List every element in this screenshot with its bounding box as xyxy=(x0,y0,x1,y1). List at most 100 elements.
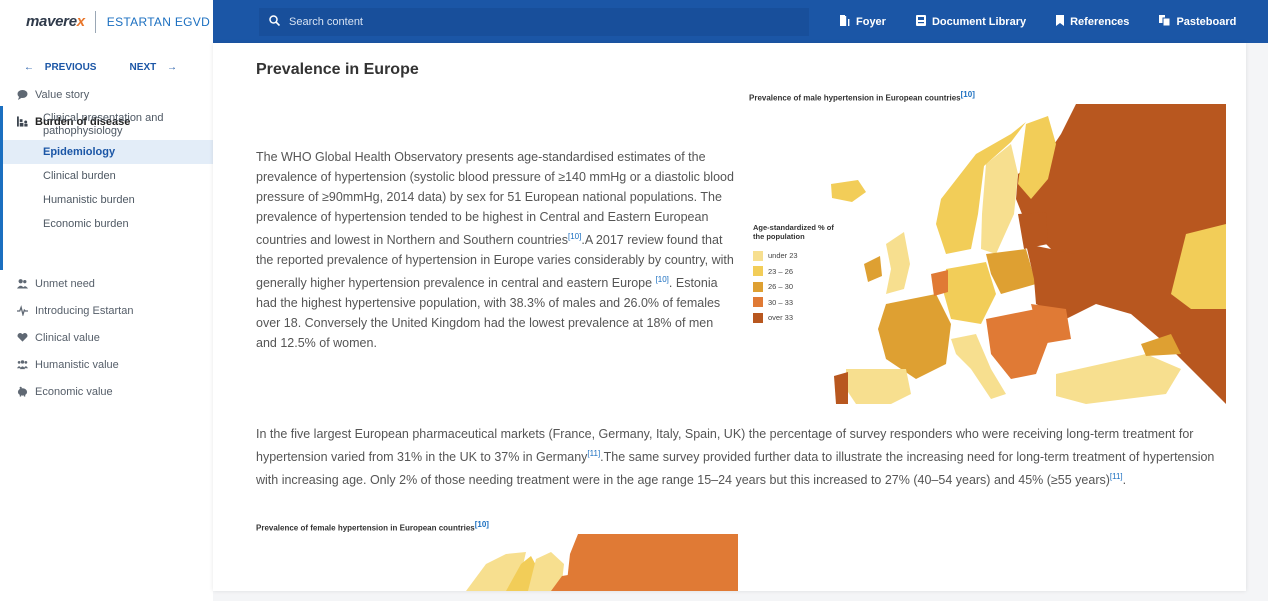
next-button[interactable]: NEXT → xyxy=(130,56,177,79)
pasteboard-icon xyxy=(1159,14,1171,29)
pulse-icon xyxy=(17,305,28,316)
map-region-norway xyxy=(936,122,1026,254)
female-map-title: Prevalence of female hypertension in Eur… xyxy=(256,520,489,533)
logo-text: maverex xyxy=(26,13,85,30)
map-region-russia xyxy=(1016,104,1226,404)
sidebar: maverex ESTARTAN EGVD ← PREVIOUS NEXT → … xyxy=(0,0,213,601)
foyer-link[interactable]: Foyer xyxy=(839,14,886,29)
pager: ← PREVIOUS NEXT → xyxy=(0,43,213,79)
map-legend: Age-standardized % of the population und… xyxy=(753,223,843,326)
top-nav: Foyer Document Library References Pasteb… xyxy=(839,14,1236,29)
female-map-title-text: Prevalence of female hypertension in Eur… xyxy=(256,523,475,533)
legend-swatch xyxy=(753,250,763,261)
sidebar-item-economic-burden[interactable]: Economic burden xyxy=(3,212,213,236)
sidebar-item-label: Clinical value xyxy=(35,331,100,344)
sidebar-item-humanistic-value[interactable]: Humanistic value xyxy=(0,351,213,378)
reference-link[interactable]: [10] xyxy=(960,90,975,99)
sidebar-item-introducing-estartan[interactable]: Introducing Estartan xyxy=(0,297,213,324)
map-region-belarus-ukraine xyxy=(1026,244,1106,319)
maverex-logo[interactable]: maverex xyxy=(26,13,85,30)
document-library-link[interactable]: Document Library xyxy=(915,14,1026,29)
references-link[interactable]: References xyxy=(1056,14,1130,29)
map-region-finland xyxy=(1018,116,1056,199)
sidebar-item-label: Humanistic value xyxy=(35,358,119,371)
market-paragraph: In the five largest European pharmaceuti… xyxy=(256,424,1230,490)
top-bar: Foyer Document Library References Pasteb… xyxy=(213,0,1268,43)
sidebar-item-label: Introducing Estartan xyxy=(35,304,134,317)
map-region-caucasus xyxy=(1141,334,1181,356)
sidebar-item-label: Humanistic burden xyxy=(43,193,135,206)
sidebar-item-humanistic-burden[interactable]: Humanistic burden xyxy=(3,188,213,212)
page-title: Prevalence in Europe xyxy=(256,61,419,78)
map-region-norway xyxy=(466,552,526,591)
legend-swatch xyxy=(753,266,763,277)
previous-button[interactable]: ← PREVIOUS xyxy=(24,56,96,79)
arrow-left-icon: ← xyxy=(24,62,34,73)
group-icon xyxy=(17,359,28,370)
map-region-finland xyxy=(528,552,564,591)
reference-link[interactable]: [11] xyxy=(1109,472,1123,482)
legend-swatch xyxy=(753,297,763,308)
male-hypertension-map xyxy=(831,104,1226,404)
sidebar-item-clinical-value[interactable]: Clinical value xyxy=(0,324,213,351)
legend-swatch xyxy=(753,281,763,292)
sidebar-item-burden-of-disease[interactable]: Burden of disease xyxy=(0,108,213,135)
sidebar-item-label: Value story xyxy=(35,88,90,101)
male-map-title-text: Prevalence of male hypertension in Europ… xyxy=(749,93,961,103)
people-icon xyxy=(17,278,28,289)
map-region-spain xyxy=(846,369,911,404)
document-icon xyxy=(915,14,926,29)
sidebar-item-value-story[interactable]: Value story xyxy=(0,81,213,108)
reference-link[interactable]: [11] xyxy=(587,449,601,458)
legend-item: 30 – 33 xyxy=(753,295,843,311)
search-box[interactable] xyxy=(259,7,809,36)
male-map-title: Prevalence of male hypertension in Europ… xyxy=(749,90,975,103)
search-input[interactable] xyxy=(289,15,769,28)
legend-item: over 33 xyxy=(753,310,843,326)
map-region-baltics xyxy=(1018,212,1048,249)
legend-item: under 23 xyxy=(753,248,843,264)
reference-link[interactable]: [10] xyxy=(655,275,669,285)
map-region-baltics xyxy=(551,574,574,591)
legend-title: Age-standardized % of the population xyxy=(753,223,834,241)
product-name: ESTARTAN EGVD xyxy=(106,14,211,29)
map-region-balkans xyxy=(986,309,1051,379)
door-icon xyxy=(839,14,850,29)
paragraph-text: The WHO Global Health Observatory presen… xyxy=(256,150,734,248)
references-label: References xyxy=(1070,15,1130,28)
pasteboard-link[interactable]: Pasteboard xyxy=(1159,14,1236,29)
map-region-iceland xyxy=(831,180,866,202)
previous-label: PREVIOUS xyxy=(44,62,97,73)
map-region-turkey xyxy=(1056,354,1181,404)
sidebar-item-label: Economic burden xyxy=(43,217,129,230)
reference-link[interactable]: [10] xyxy=(568,232,582,241)
map-region-germany xyxy=(944,262,996,324)
sub-nav: Clinical presentation and pathophysiolog… xyxy=(3,106,213,236)
reference-link[interactable]: [10] xyxy=(474,520,489,529)
sidebar-item-clinical-presentation[interactable]: Clinical presentation and pathophysiolog… xyxy=(3,106,213,140)
heart-icon xyxy=(17,332,28,343)
sidebar-item-label: Clinical presentation and pathophysiolog… xyxy=(43,111,164,137)
map-region-romania xyxy=(1031,304,1071,344)
nav-top: Value story Burden of disease xyxy=(0,81,213,135)
map-region-france xyxy=(878,294,951,379)
bookmark-icon xyxy=(1056,14,1065,29)
map-region-italy xyxy=(951,334,1006,399)
sidebar-item-clinical-burden[interactable]: Clinical burden xyxy=(3,164,213,188)
sidebar-item-epidemiology[interactable]: Epidemiology xyxy=(3,140,213,164)
chat-bubble-icon xyxy=(17,89,28,100)
legend-label: 26 – 30 xyxy=(768,282,794,292)
sidebar-item-label: Burden of disease xyxy=(35,115,131,128)
sidebar-item-economic-value[interactable]: Economic value xyxy=(0,378,213,405)
foyer-label: Foyer xyxy=(856,15,886,28)
content-card: Prevalence in Europe The WHO Global Heal… xyxy=(213,43,1246,591)
map-region-ireland xyxy=(864,256,882,282)
map-region-east-south xyxy=(1171,224,1226,309)
brand-divider xyxy=(94,10,96,33)
search-icon xyxy=(269,13,281,31)
paragraph-text: .The same survey provided further data t… xyxy=(256,450,1215,488)
intro-paragraph: The WHO Global Health Observatory presen… xyxy=(256,147,736,353)
sidebar-item-unmet-need[interactable]: Unmet need xyxy=(0,270,213,297)
paragraph-text: In the five largest European pharmaceuti… xyxy=(256,427,1194,465)
female-hypertension-map xyxy=(466,534,738,591)
